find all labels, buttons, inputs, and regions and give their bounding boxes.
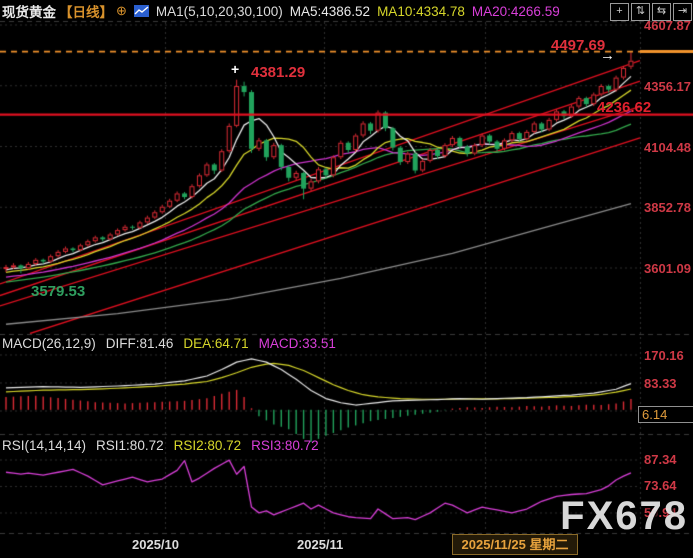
rsi-tick-label: 87.34 <box>644 452 677 467</box>
macd-header: MACD(26,12,9) DIFF:81.46 DEA:64.71 MACD:… <box>2 336 336 351</box>
macd-macd-value: MACD:33.51 <box>258 336 336 351</box>
collapse-icon[interactable]: ⊕ <box>116 3 127 18</box>
rsi-tick-label: 73.64 <box>644 478 677 493</box>
last-price-arrow-marker: → <box>600 47 615 64</box>
time-axis-label-nov: 2025/11 <box>297 537 344 552</box>
symbol-name: 现货黄金 <box>2 5 56 20</box>
macd-title: MACD(26,12,9) <box>2 336 96 351</box>
crosshair-icon[interactable]: + <box>610 3 629 21</box>
scale-x-axis-icon[interactable]: ⇆ <box>652 3 671 21</box>
macd-dea-value: DEA:64.71 <box>183 336 249 351</box>
rsi2-value: RSI2:80.72 <box>173 438 242 453</box>
macd-tick-label: 83.33 <box>644 376 677 391</box>
peak-price-label: 4381.29 <box>251 64 306 81</box>
rsi3-value: RSI3:80.72 <box>251 438 319 453</box>
price-tick-label: 4356.17 <box>644 79 691 94</box>
pan-right-icon[interactable]: ⇥ <box>673 3 692 21</box>
price-tick-label: 4607.87 <box>644 18 691 33</box>
peak-cross-marker: + <box>231 61 240 77</box>
scale-y-axis-icon[interactable]: ⇅ <box>631 3 650 21</box>
chart-type-icon[interactable] <box>133 5 149 17</box>
period-label: 【日线】 <box>59 5 113 20</box>
macd-tick-label: 170.16 <box>644 348 684 363</box>
time-axis-label-oct: 2025/10 <box>132 537 179 552</box>
macd-diff-value: DIFF:81.46 <box>105 336 174 351</box>
rsi1-value: RSI1:80.72 <box>96 438 164 453</box>
macd-current-value-box: 6.14 <box>638 406 693 423</box>
rsi-tick-label: 59.94 <box>644 505 677 520</box>
price-tick-label: 3852.78 <box>644 200 691 215</box>
rsi-header: RSI(14,14,14) RSI1:80.72 RSI2:80.72 RSI3… <box>2 438 319 453</box>
chart-header: 现货黄金 【日线】 ⊕ MA1(5,10,20,30,100) MA5:4386… <box>2 2 560 20</box>
ma5-value: MA5:4386.52 <box>289 3 371 19</box>
ma20-value: MA20:4266.59 <box>471 3 560 19</box>
current-date-box: 2025/11/25 星期二 <box>452 534 578 555</box>
swing-low-label: 3579.53 <box>31 283 86 300</box>
price-tick-label: 3601.09 <box>644 261 691 276</box>
watermark: FX678 <box>560 494 688 538</box>
ma10-value: MA10:4334.78 <box>377 3 465 19</box>
rsi-title: RSI(14,14,14) <box>2 438 87 453</box>
horizontal-line-price-label: 4236.62 <box>597 99 652 116</box>
session-high-label: 4497.69 <box>551 37 606 54</box>
price-tick-label: 4104.48 <box>644 140 691 155</box>
ma-settings-label: MA1(5,10,20,30,100) <box>155 3 283 19</box>
